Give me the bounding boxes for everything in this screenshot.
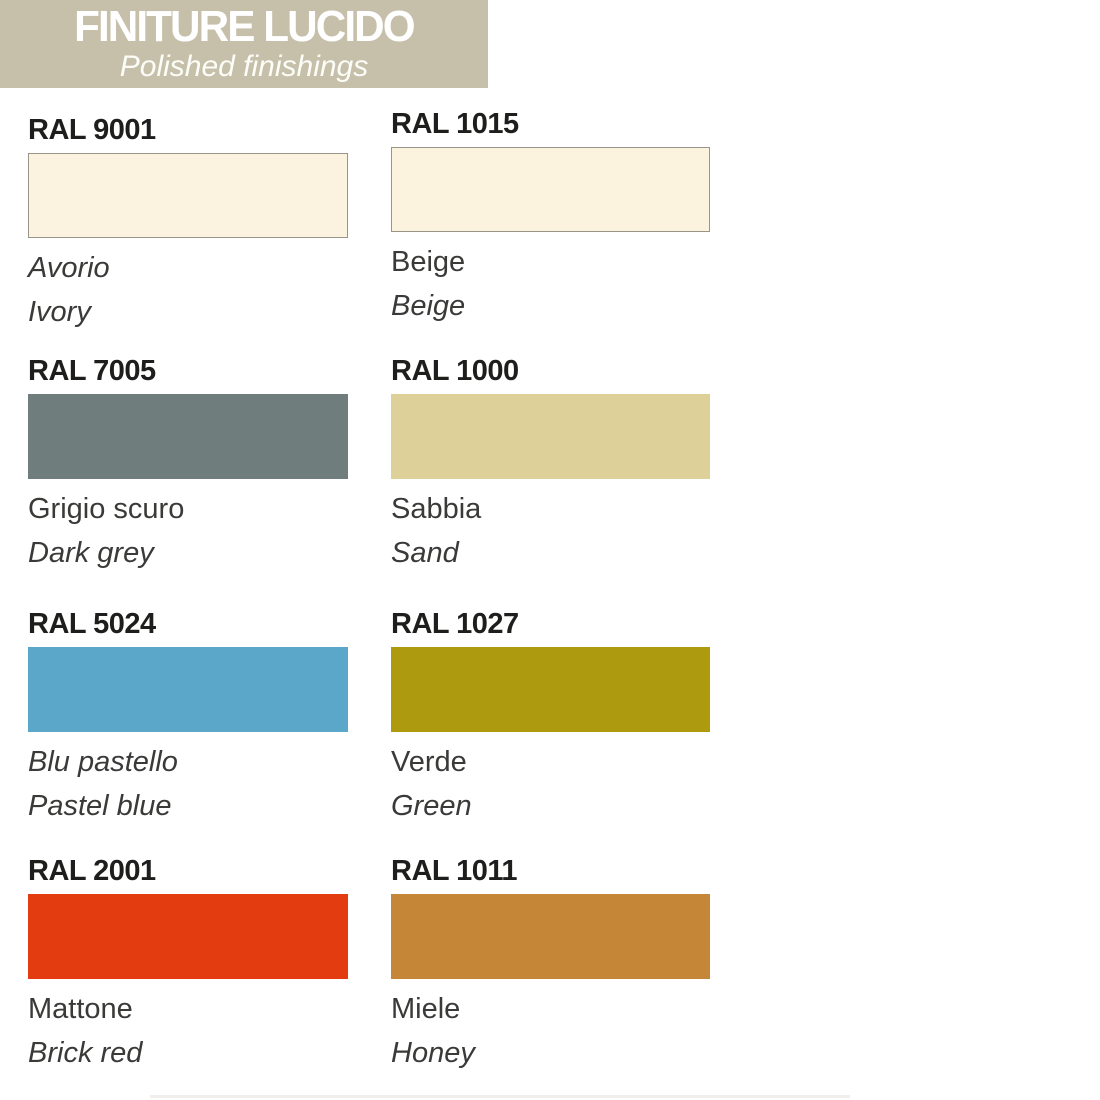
swatch-cell-ral-2001: RAL 2001 Mattone Brick red xyxy=(28,854,348,1075)
ral-code-label: RAL 2001 xyxy=(28,855,156,887)
color-name-italian: Miele xyxy=(391,993,461,1025)
color-name-italian: Verde xyxy=(391,746,467,778)
ral-code-label: RAL 1015 xyxy=(391,108,519,140)
color-name-italian: Mattone xyxy=(28,993,133,1025)
color-name-english: Green xyxy=(391,790,472,822)
bottom-divider xyxy=(150,1095,850,1098)
color-swatch xyxy=(391,147,710,232)
swatch-cell-ral-1015: RAL 1015 Beige Beige xyxy=(391,107,710,328)
color-swatch xyxy=(391,647,710,732)
ral-code-label: RAL 1000 xyxy=(391,355,519,387)
color-name-italian: Beige xyxy=(391,246,466,278)
ral-code-label: RAL 1011 xyxy=(391,855,518,887)
ral-code-label: RAL 9001 xyxy=(28,114,156,146)
swatch-cell-ral-1000: RAL 1000 Sabbia Sand xyxy=(391,354,710,575)
swatch-cell-ral-7005: RAL 7005 Grigio scuro Dark grey xyxy=(28,354,348,575)
page-subtitle: Polished finishings xyxy=(119,50,369,83)
ral-code-label: RAL 7005 xyxy=(28,355,156,387)
ral-code-label: RAL 1027 xyxy=(391,608,519,640)
swatch-cell-ral-1027: RAL 1027 Verde Green xyxy=(391,607,710,828)
color-name-english: Honey xyxy=(391,1037,475,1069)
color-name-english: Brick red xyxy=(28,1037,143,1069)
color-swatch xyxy=(28,153,348,238)
color-name-english: Beige xyxy=(391,290,466,322)
ral-code-label: RAL 5024 xyxy=(28,608,156,640)
swatch-cell-ral-9001: RAL 9001 Avorio Ivory xyxy=(28,113,348,334)
color-name-english: Sand xyxy=(391,537,459,569)
color-swatch xyxy=(28,894,348,979)
color-name-english: Ivory xyxy=(28,296,91,328)
color-swatch xyxy=(391,394,710,479)
color-name-italian: Avorio xyxy=(28,252,110,284)
color-name-english: Pastel blue xyxy=(28,790,172,822)
color-swatch xyxy=(28,647,348,732)
swatch-cell-ral-1011: RAL 1011 Miele Honey xyxy=(391,854,710,1075)
color-name-english: Dark grey xyxy=(28,537,154,569)
swatch-cell-ral-5024: RAL 5024 Blu pastello Pastel blue xyxy=(28,607,348,828)
page-title: FINITURE LUCIDO xyxy=(74,2,416,51)
color-swatch xyxy=(391,894,710,979)
header-band: FINITURE LUCIDO Polished finishings xyxy=(0,0,488,88)
color-name-italian: Grigio scuro xyxy=(28,493,185,525)
color-swatch xyxy=(28,394,348,479)
color-name-italian: Sabbia xyxy=(391,493,482,525)
color-name-italian: Blu pastello xyxy=(28,746,178,778)
